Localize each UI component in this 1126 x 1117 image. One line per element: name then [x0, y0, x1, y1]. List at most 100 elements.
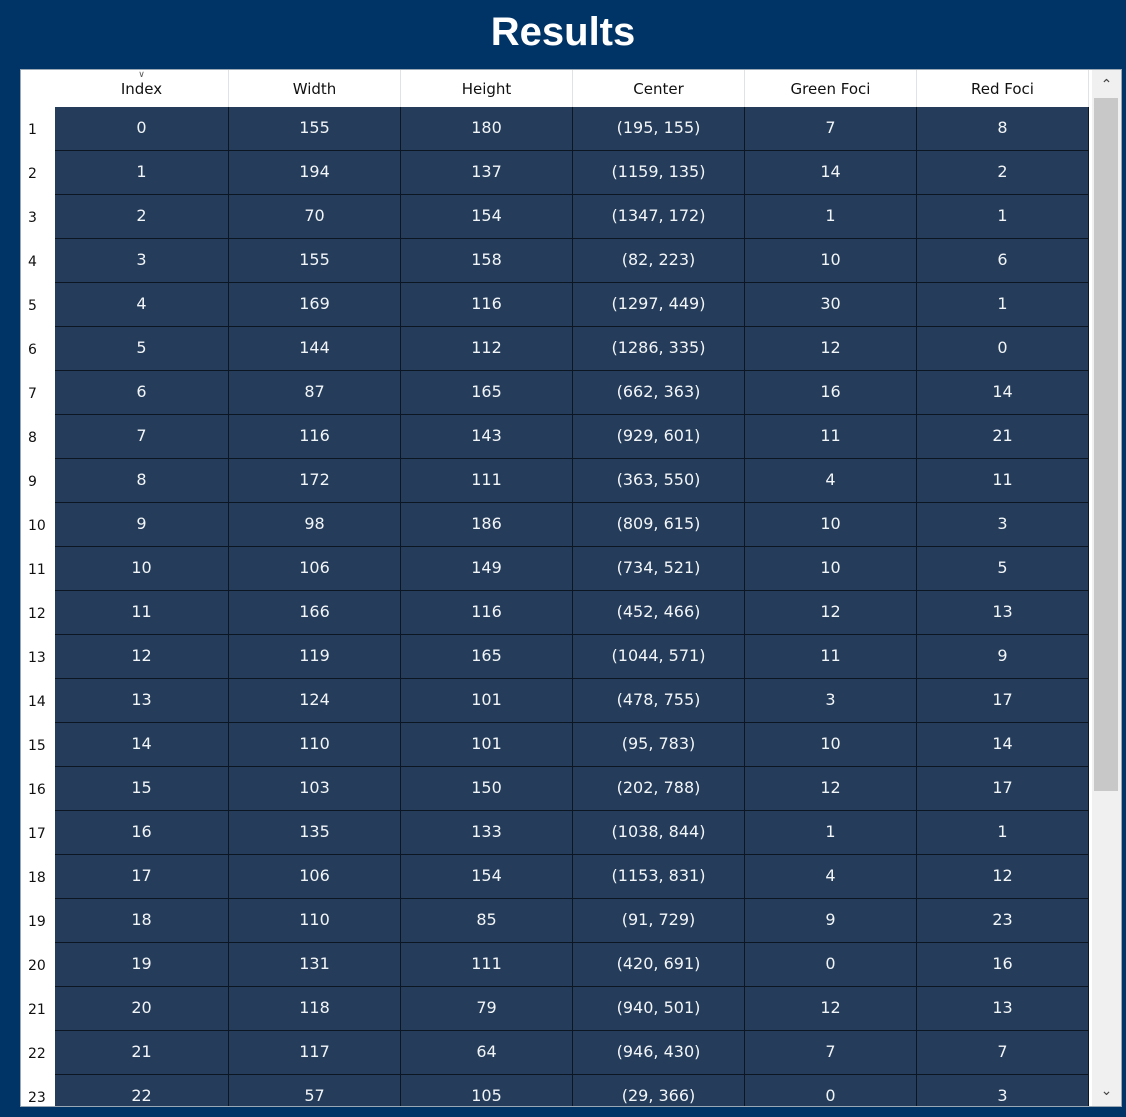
table-cell[interactable]: 8 [917, 107, 1089, 151]
table-cell[interactable]: 119 [229, 635, 401, 679]
table-cell[interactable]: 7 [55, 415, 229, 459]
table-cell[interactable]: 21 [917, 415, 1089, 459]
table-cell[interactable]: 14 [55, 723, 229, 767]
table-cell[interactable]: 10 [745, 723, 917, 767]
row-number[interactable]: 4 [28, 254, 37, 270]
table-cell[interactable]: (1153, 831) [573, 855, 745, 899]
table-cell[interactable]: 110 [229, 899, 401, 943]
table-cell[interactable]: 13 [917, 591, 1089, 635]
table-cell[interactable]: 70 [229, 195, 401, 239]
vertical-scrollbar[interactable]: ⌃ ⌄ [1092, 70, 1121, 1106]
table-row[interactable]: 7 116 143 (929, 601) 11 21 [55, 415, 1091, 459]
table-cell[interactable]: 101 [401, 723, 573, 767]
table-cell[interactable]: (195, 155) [573, 107, 745, 151]
table-row[interactable]: 3 155 158 (82, 223) 10 6 [55, 239, 1091, 283]
table-row[interactable]: 10 106 149 (734, 521) 10 5 [55, 547, 1091, 591]
table-cell[interactable]: 1 [745, 195, 917, 239]
table-cell[interactable]: 165 [401, 371, 573, 415]
table-cell[interactable]: (1286, 335) [573, 327, 745, 371]
table-cell[interactable]: 1 [917, 195, 1089, 239]
table-cell[interactable]: (452, 466) [573, 591, 745, 635]
table-cell[interactable]: 11 [745, 415, 917, 459]
table-cell[interactable]: 16 [55, 811, 229, 855]
row-number[interactable]: 21 [28, 1002, 46, 1018]
table-cell[interactable]: (940, 501) [573, 987, 745, 1031]
table-cell[interactable]: 106 [229, 547, 401, 591]
row-number[interactable]: 5 [28, 298, 37, 314]
table-cell[interactable]: 116 [229, 415, 401, 459]
table-cell[interactable]: 0 [917, 327, 1089, 371]
table-cell[interactable]: 1 [917, 811, 1089, 855]
table-cell[interactable]: 158 [401, 239, 573, 283]
table-cell[interactable]: 12 [745, 767, 917, 811]
table-cell[interactable]: 21 [55, 1031, 229, 1075]
row-number[interactable]: 13 [28, 650, 46, 666]
table-cell[interactable]: (1038, 844) [573, 811, 745, 855]
row-number[interactable]: 10 [28, 518, 46, 534]
table-row[interactable]: 17 106 154 (1153, 831) 4 12 [55, 855, 1091, 899]
table-row[interactable]: 22 57 105 (29, 366) 0 3 [55, 1075, 1091, 1106]
table-cell[interactable]: 17 [917, 767, 1089, 811]
table-row[interactable]: 5 144 112 (1286, 335) 12 0 [55, 327, 1091, 371]
table-cell[interactable]: 16 [917, 943, 1089, 987]
table-cell[interactable]: 137 [401, 151, 573, 195]
table-cell[interactable]: 0 [745, 1075, 917, 1106]
table-row[interactable]: 11 166 116 (452, 466) 12 13 [55, 591, 1091, 635]
table-cell[interactable]: 3 [917, 1075, 1089, 1106]
table-cell[interactable]: (1159, 135) [573, 151, 745, 195]
row-number[interactable]: 18 [28, 870, 46, 886]
table-cell[interactable]: 5 [55, 327, 229, 371]
table-cell[interactable]: 11 [917, 459, 1089, 503]
table-cell[interactable]: 64 [401, 1031, 573, 1075]
table-cell[interactable]: 23 [917, 899, 1089, 943]
row-number[interactable]: 23 [28, 1090, 46, 1106]
table-row[interactable]: 9 98 186 (809, 615) 10 3 [55, 503, 1091, 547]
row-number[interactable]: 12 [28, 606, 46, 622]
row-number[interactable]: 15 [28, 738, 46, 754]
table-cell[interactable]: 17 [917, 679, 1089, 723]
table-cell[interactable]: 194 [229, 151, 401, 195]
row-number[interactable]: 16 [28, 782, 46, 798]
table-cell[interactable]: (929, 601) [573, 415, 745, 459]
table-row[interactable]: 6 87 165 (662, 363) 16 14 [55, 371, 1091, 415]
table-cell[interactable]: 124 [229, 679, 401, 723]
table-row[interactable]: 8 172 111 (363, 550) 4 11 [55, 459, 1091, 503]
table-cell[interactable]: 14 [917, 371, 1089, 415]
table-cell[interactable]: 3 [745, 679, 917, 723]
table-row[interactable]: 14 110 101 (95, 783) 10 14 [55, 723, 1091, 767]
table-cell[interactable]: 6 [55, 371, 229, 415]
row-number[interactable]: 6 [28, 342, 37, 358]
table-cell[interactable]: 131 [229, 943, 401, 987]
table-row[interactable]: 20 118 79 (940, 501) 12 13 [55, 987, 1091, 1031]
table-cell[interactable]: (662, 363) [573, 371, 745, 415]
table-cell[interactable]: (202, 788) [573, 767, 745, 811]
table-cell[interactable]: 116 [401, 283, 573, 327]
table-row[interactable]: 21 117 64 (946, 430) 7 7 [55, 1031, 1091, 1075]
table-cell[interactable]: 10 [745, 547, 917, 591]
table-cell[interactable]: 0 [55, 107, 229, 151]
table-cell[interactable]: 135 [229, 811, 401, 855]
table-cell[interactable]: 12 [745, 591, 917, 635]
column-header-red-foci[interactable]: Red Foci [917, 70, 1089, 107]
table-cell[interactable]: 106 [229, 855, 401, 899]
table-cell[interactable]: 6 [917, 239, 1089, 283]
table-cell[interactable]: 1 [745, 811, 917, 855]
table-cell[interactable]: 118 [229, 987, 401, 1031]
row-number[interactable]: 11 [28, 562, 46, 578]
scroll-up-button[interactable]: ⌃ [1092, 70, 1121, 100]
table-cell[interactable]: 154 [401, 855, 573, 899]
table-cell[interactable]: 12 [745, 327, 917, 371]
table-cell[interactable]: 105 [401, 1075, 573, 1106]
table-row[interactable]: 0 155 180 (195, 155) 7 8 [55, 107, 1091, 151]
table-cell[interactable]: 22 [55, 1075, 229, 1106]
table-cell[interactable]: 57 [229, 1075, 401, 1106]
table-cell[interactable]: 8 [55, 459, 229, 503]
table-cell[interactable]: 14 [745, 151, 917, 195]
table-cell[interactable]: 143 [401, 415, 573, 459]
table-cell[interactable]: 19 [55, 943, 229, 987]
table-cell[interactable]: 9 [745, 899, 917, 943]
table-cell[interactable]: 4 [55, 283, 229, 327]
table-cell[interactable]: 87 [229, 371, 401, 415]
table-cell[interactable]: (420, 691) [573, 943, 745, 987]
row-number[interactable]: 7 [28, 386, 37, 402]
